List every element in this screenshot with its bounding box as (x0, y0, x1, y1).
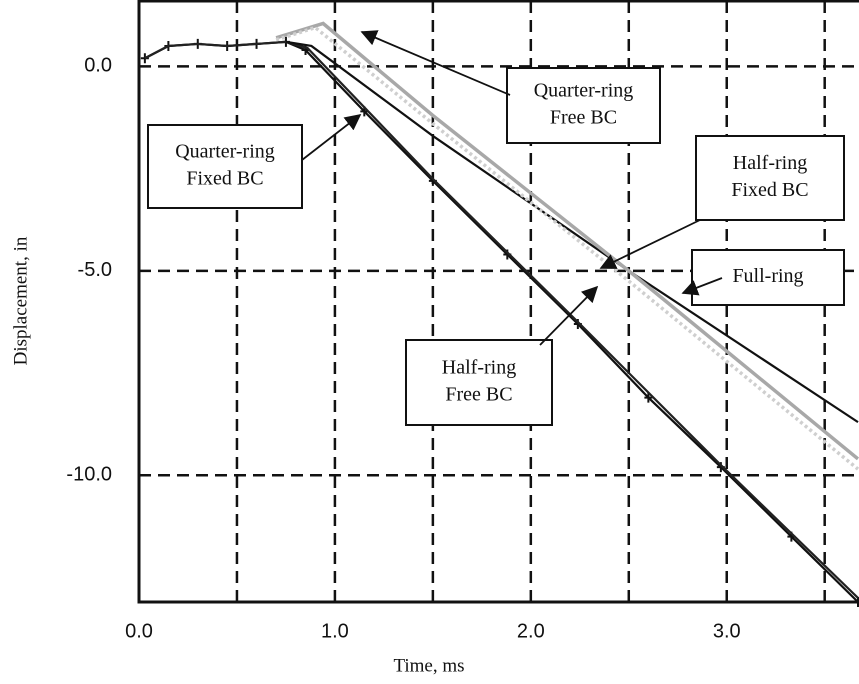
annotation-arrow (360, 30, 511, 96)
annotation-box (506, 67, 661, 144)
x-tick-label: 3.0 (713, 620, 741, 642)
annotation-box (147, 124, 303, 209)
annotation-box (695, 135, 845, 221)
annotation-arrow (599, 219, 701, 269)
x-tick-label: 1.0 (321, 620, 349, 642)
plot-frame (137, 0, 859, 604)
point-marker (854, 597, 859, 607)
annotation-arrow (539, 285, 599, 346)
x-tick-label: 2.0 (517, 620, 545, 642)
annotation-text: Half-ring (733, 152, 807, 174)
y-tick-label: 0.0 (84, 55, 112, 77)
series-line (275, 21, 859, 461)
annotation-text: Free BC (550, 107, 617, 129)
x-tick-label: 0.0 (125, 620, 153, 642)
series-line (275, 25, 859, 471)
annotation-text: Quarter-ring (534, 80, 634, 102)
annotation-text: Fixed BC (186, 168, 263, 190)
point-marker (644, 392, 653, 403)
series-line (285, 40, 859, 424)
annotation-text: Free BC (445, 384, 512, 406)
annotation-box (691, 249, 845, 306)
annotation-text: Fixed BC (731, 179, 808, 201)
annotation-box (405, 339, 553, 426)
x-axis-label: Time, ms (393, 655, 464, 676)
y-tick-label: -5.0 (78, 259, 112, 281)
annotation-text: Quarter-ring (175, 141, 275, 163)
y-tick-label: -10.0 (66, 464, 112, 486)
annotation-text: Full-ring (732, 265, 803, 287)
point-marker (140, 53, 149, 64)
annotation-arrow (681, 277, 723, 296)
annotation-text: Half-ring (442, 357, 516, 379)
y-axis-label: Displacement, in (10, 236, 31, 365)
annotation-arrow (301, 114, 362, 161)
